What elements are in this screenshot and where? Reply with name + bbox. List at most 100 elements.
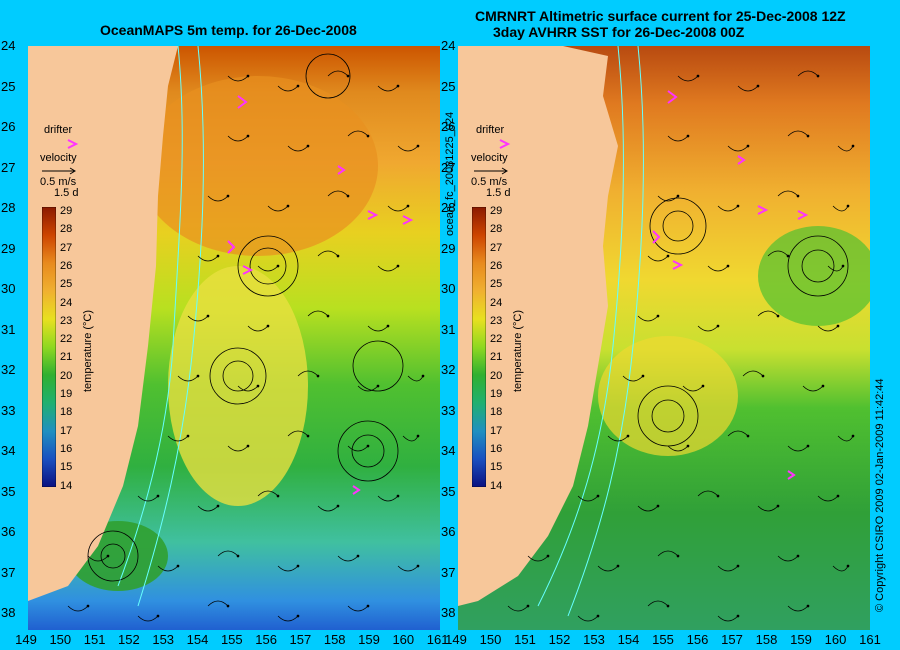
left-lat-tick: 36 [1,524,16,539]
right-lon-tick: 156 [686,632,709,647]
left-lat-tick: 31 [1,321,16,337]
right-velocity-arrow-icon [474,167,508,175]
left-lon-tick: 160 [392,632,415,647]
right-colorbar-tick: 28 [490,223,503,236]
left-colorbar-tick: 15 [60,461,73,474]
left-drifter-legend-icon [67,139,79,149]
right-lon-tick: 150 [479,632,502,647]
right-lon-tick: 154 [617,632,640,647]
left-lon-tick: 155 [220,632,243,647]
right-lat-tick: 31 [441,321,456,337]
right-lat-tick: 38 [441,605,456,620]
right-lat-tick: 25 [441,78,456,94]
right-lat-tick: 33 [441,402,456,418]
current-vectors [507,70,855,622]
isobath-line [537,46,624,607]
isobath-line [137,46,204,607]
right-colorbar-tick: 26 [490,259,503,272]
left-lat-tick: 32 [1,362,16,377]
eddy-circulations [637,197,849,447]
left-velocity-arrow-icon [42,167,76,175]
left-colorbar-tick: 21 [60,351,73,364]
right-panel-title-line1: CMRNRT Altimetric surface current for 25… [475,8,846,24]
right-lat-tick: 35 [441,483,456,499]
left-colorbar-tick: 22 [60,333,73,346]
right-colorbar-tick: 25 [490,278,503,291]
right-colorbar-tick: 20 [490,369,503,382]
left-panel-title: OceanMAPS 5m temp. for 26-Dec-2008 [100,22,357,38]
left-lat-tick: 26 [1,119,16,134]
left-lon-tick: 150 [49,632,72,647]
right-lat-tick: 36 [441,524,456,539]
right-drifter-legend-icon [499,139,511,149]
left-lat-tick: 38 [1,605,16,620]
left-colorbar [42,207,56,487]
right-panel-title-line2: 3day AVHRR SST for 26-Dec-2008 00Z [493,24,745,40]
left-colorbar-tick: 19 [60,388,73,400]
left-lat-tick: 28 [1,200,16,215]
left-lat-tick: 24 [1,38,16,53]
right-lat-tick: 32 [441,362,456,377]
right-colorbar-tick: 22 [490,333,503,346]
left-lon-tick: 151 [83,632,106,647]
right-colorbar-tick: 19 [490,388,503,400]
right-lon-tick: 149 [445,632,467,647]
right-colorbar-tick: 16 [490,442,503,455]
left-lon-tick: 153 [152,632,175,647]
right-lat-tick: 37 [441,564,456,580]
left-colorbar-tick: 26 [60,259,73,272]
right-colorbar-tick: 23 [490,314,503,327]
right-colorbar-tick: 24 [490,296,503,309]
eddy-circulations [87,53,404,582]
left-lon-tick: 152 [118,632,140,647]
isobath-line [117,46,183,587]
left-lon-tick: 157 [289,632,312,647]
land-mass [28,46,178,601]
right-lon-tick: 151 [514,632,536,647]
left-colorbar-tick: 27 [60,241,73,254]
left-drifter-label: drifter [44,124,73,136]
right-duration: 1.5 d [486,187,511,199]
right-colorbar-label: temperature (°C) [512,309,524,392]
left-lon-tick: 154 [186,632,209,647]
right-colorbar-tick: 15 [490,461,503,474]
right-lon-tick: 152 [548,632,571,647]
isobath-line [567,46,644,617]
right-colorbar-tick: 21 [490,351,503,364]
right-lon-tick: 161 [859,632,881,647]
right-colorbar-tick: 14 [490,479,503,492]
right-colorbar [472,207,486,487]
right-lon-tick: 155 [652,632,674,647]
left-colorbar-label: temperature (°C) [82,309,94,392]
left-duration: 1.5 d [54,187,79,199]
right-lat-tick: 26 [441,119,456,134]
left-colorbar-tick: 17 [60,424,73,437]
land-mass [458,46,618,606]
right-lon-tick: 157 [721,632,743,647]
left-lat-tick: 33 [1,402,16,418]
right-lon-tick: 158 [755,632,778,647]
right-colorbar-tick: 29 [490,205,503,217]
left-map-panel [28,46,440,630]
right-lat-tick: 29 [441,240,456,256]
left-velocity-label: velocity [40,152,77,164]
left-colorbar-tick: 20 [60,369,73,382]
right-colorbar-tick: 18 [490,406,503,419]
warm-core-north [138,76,378,256]
right-lat-tick: 28 [441,200,456,215]
left-lat-tick: 34 [1,443,16,458]
cool-eddy-east [758,226,870,326]
left-lon-tick: 159 [358,632,380,647]
left-velocity-scale: 0.5 m/s [40,176,77,188]
left-lon-tick: 149 [15,632,37,647]
left-colorbar-tick: 29 [60,205,73,217]
left-lat-tick: 30 [1,281,16,296]
right-colorbar-tick: 27 [490,241,503,254]
right-lat-tick: 24 [441,38,456,53]
copyright-label: © Copyright CSIRO 2009 02-Jan-2009 11:42… [874,378,886,612]
left-lat-tick: 27 [1,159,16,175]
left-lon-tick: 158 [323,632,346,647]
left-lat-tick: 29 [1,240,16,256]
left-colorbar-tick: 25 [60,278,73,291]
left-colorbar-tick: 24 [60,296,73,309]
